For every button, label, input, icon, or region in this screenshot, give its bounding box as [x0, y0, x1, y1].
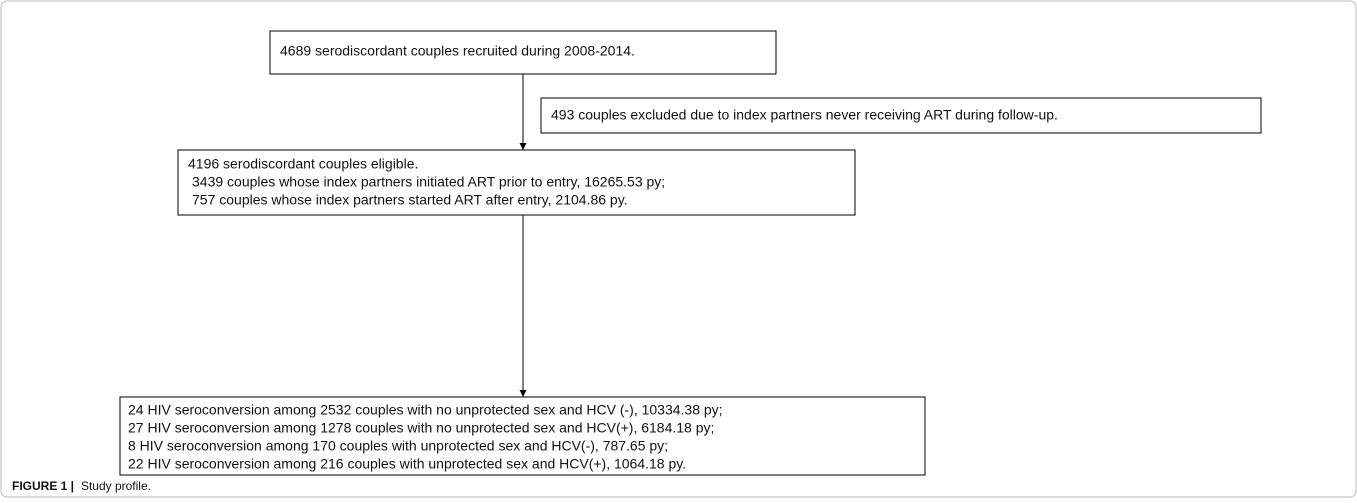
node-text: 757 couples whose index partners started…	[192, 192, 628, 208]
node-text: 4689 serodiscordant couples recruited du…	[280, 43, 635, 59]
caption-label: FIGURE 1 |	[12, 479, 74, 493]
node-text: 24 HIV seroconversion among 2532 couples…	[128, 402, 723, 418]
node-box	[540, 97, 1262, 134]
caption: FIGURE 1 | Study profile.	[12, 478, 151, 494]
node-text: 22 HIV seroconversion among 216 couples …	[128, 456, 686, 472]
caption-text: Study profile.	[81, 479, 151, 493]
node-text: 3439 couples whose index partners initia…	[192, 174, 665, 190]
node-box	[269, 30, 777, 75]
node-box	[177, 149, 856, 216]
node-text: 4196 serodiscordant couples eligible.	[188, 156, 418, 172]
node-box	[119, 396, 926, 476]
node-text: 493 couples excluded due to index partne…	[551, 107, 1058, 123]
node-text: 8 HIV seroconversion among 170 couples w…	[128, 438, 668, 454]
node-text: 27 HIV seroconversion among 1278 couples…	[128, 420, 714, 436]
